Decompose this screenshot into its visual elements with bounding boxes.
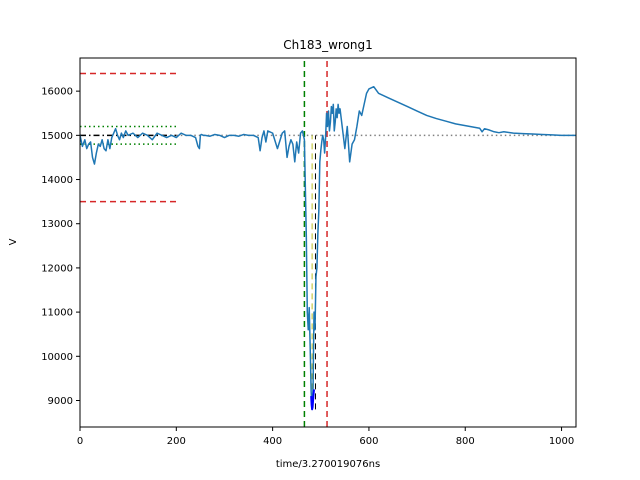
y-tick-label: 13000 [41,219,73,230]
x-tick-label: 400 [263,436,282,447]
x-tick-label: 800 [456,436,475,447]
series-line-peak-highlight [310,389,316,411]
x-axis-label: time/3.270019076ns [276,459,380,470]
plot-area [80,58,576,427]
y-tick-label: 10000 [41,352,73,363]
y-axis-label: V [8,238,19,245]
x-tick-label: 0 [77,436,83,447]
y-tick-label: 12000 [41,263,73,274]
x-tick-label: 1000 [549,436,574,447]
chart-title: Ch183_wrong1 [283,38,373,52]
y-tick-label: 14000 [41,175,73,186]
plot-frame [79,57,577,428]
y-tick-label: 9000 [48,396,73,407]
series-line-signal [80,85,576,411]
y-tick-label: 16000 [41,87,73,98]
y-axis: 9000 10000 11000 12000 13000 14000 15000 16000 [41,87,80,407]
x-tick-label: 600 [359,436,378,447]
x-axis: 0 200 400 600 800 1000 [77,427,574,447]
x-tick-label: 200 [167,436,186,447]
y-tick-label: 15000 [41,131,73,142]
y-tick-label: 11000 [41,308,73,319]
